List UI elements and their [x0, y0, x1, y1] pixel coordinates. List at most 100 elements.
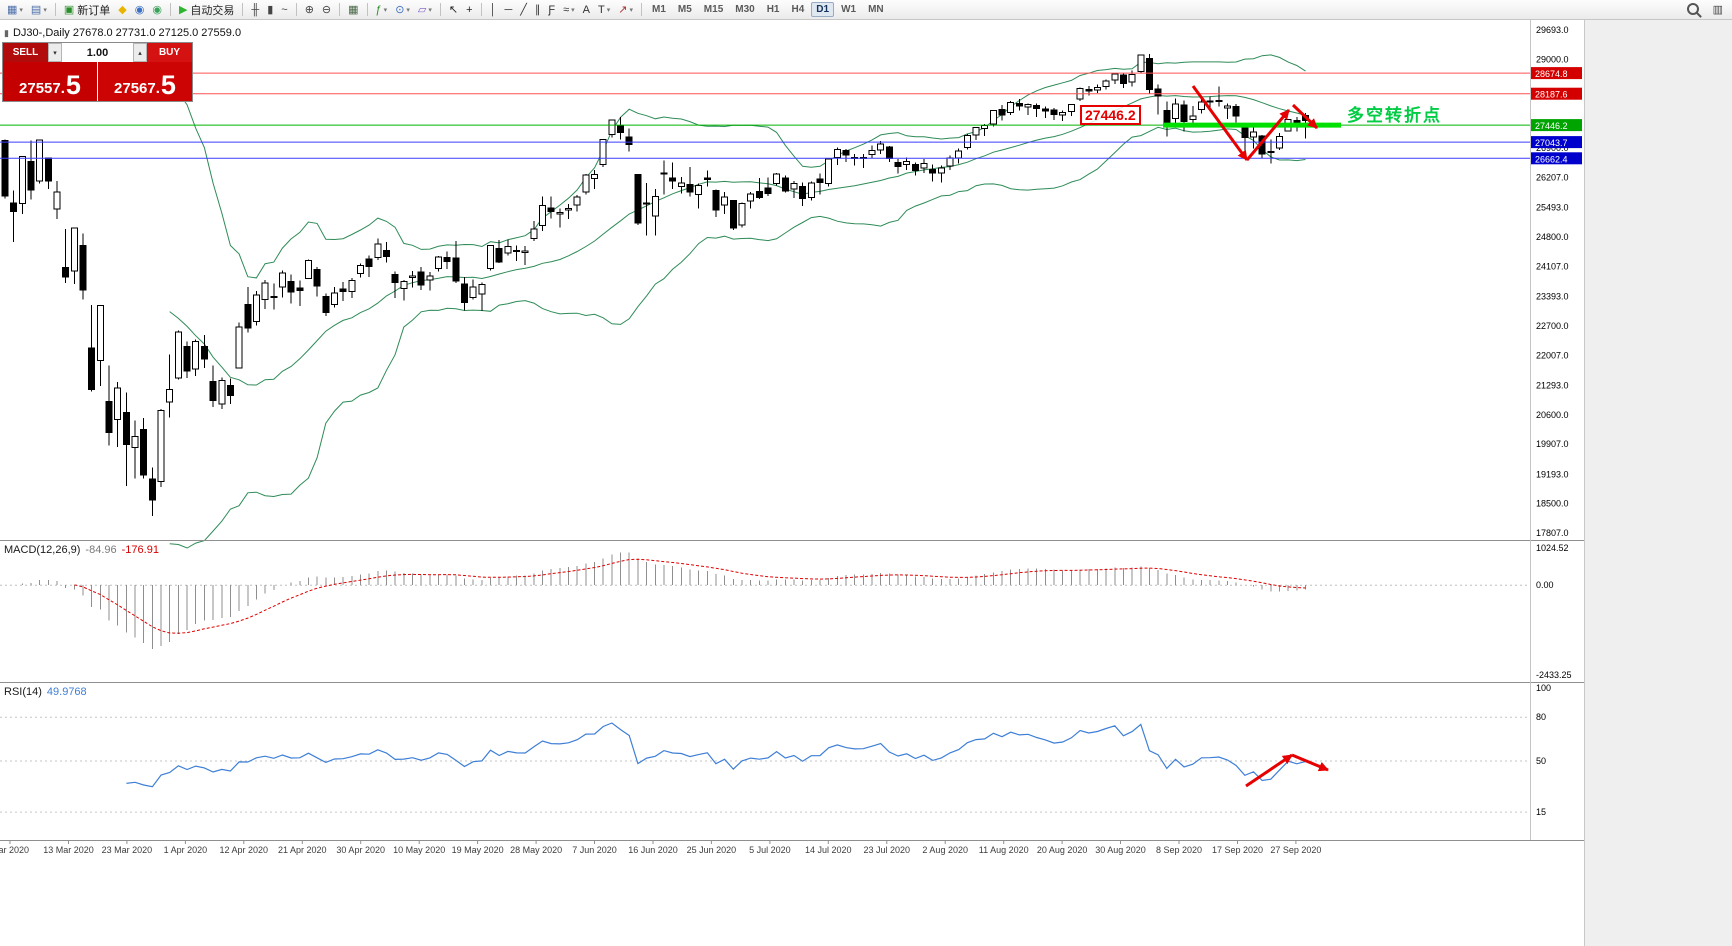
zoom-in-icon[interactable]: ⊕: [302, 2, 317, 18]
arrows-icon[interactable]: ↗ ▾: [615, 2, 636, 18]
templates-icon[interactable]: ▱ ▾: [415, 2, 435, 18]
channel-icon[interactable]: ∥: [532, 2, 544, 18]
zoom-out-icon[interactable]: ⊖: [319, 2, 334, 18]
cursor-icon[interactable]: ↖: [446, 2, 461, 18]
date-axis-label: 30 Apr 2020: [336, 845, 385, 855]
timeframe-MN[interactable]: MN: [868, 4, 884, 15]
window-list-icon[interactable]: ▥: [1710, 2, 1726, 18]
search-icon[interactable]: [1682, 2, 1708, 18]
sell-price-main: 27557.: [19, 79, 65, 97]
line-chart-icon[interactable]: ~: [278, 2, 290, 18]
timeframe-D1[interactable]: D1: [811, 2, 835, 17]
tile-windows-icon-glyph: ▦: [348, 3, 359, 16]
templates-icon-glyph: ▱: [417, 3, 427, 16]
dropdown-arrow-icon: ▾: [428, 6, 432, 14]
price-axis-label: 24107.0: [1536, 261, 1569, 271]
macd-axis-label: -2433.25: [1536, 670, 1572, 680]
date-axis-label: 5 Jul 2020: [749, 845, 791, 855]
volume-value[interactable]: 1.00: [86, 46, 109, 59]
buy-price-button[interactable]: 27567. 5: [98, 62, 192, 101]
price-axis-label: 29000.0: [1536, 54, 1569, 64]
toolbar-separator: [54, 3, 56, 16]
chart-ohlc-title: ▮ DJ30-,Daily 27678.0 27731.0 27125.0 27…: [4, 27, 241, 39]
periods-icon[interactable]: ⊙ ▾: [392, 2, 413, 18]
macd-histogram: [21, 552, 1306, 649]
zoom-out-icon-glyph: ⊖: [321, 3, 332, 16]
candlestick-chart-icon[interactable]: ▮: [264, 2, 276, 18]
price-axis-label: 19193.0: [1536, 469, 1569, 479]
ohlc-text: DJ30-,Daily 27678.0 27731.0 27125.0 2755…: [12, 27, 242, 39]
toolbar-separator: [366, 3, 368, 16]
horizontal-line-icon[interactable]: ─: [501, 2, 515, 18]
date-axis-label: 10 May 2020: [393, 845, 445, 855]
fibonacci-icon[interactable]: Ƒ: [545, 2, 558, 18]
new-order-button[interactable]: ▣ 新订单: [61, 2, 113, 18]
trendline-icon[interactable]: ╱: [517, 2, 530, 18]
timeframe-H1[interactable]: H1: [766, 4, 780, 15]
zoom-in-icon-glyph: ⊕: [304, 3, 314, 16]
date-axis-label: 8 Sep 2020: [1156, 845, 1202, 855]
new-chart-icon[interactable]: ▦ ▾: [4, 2, 26, 18]
sell-price-button[interactable]: 27557. 5: [3, 62, 97, 101]
buy-button[interactable]: BUY: [147, 43, 192, 62]
rsi-value: 49.9768: [46, 686, 87, 698]
price-axis-label: 19907.0: [1536, 439, 1569, 449]
shapes-icon-glyph: ≈: [563, 3, 570, 16]
price-arrow: [1245, 109, 1291, 161]
timeframe-M1[interactable]: M1: [651, 4, 666, 15]
magnifier-glyph: [1686, 3, 1699, 15]
price-axis-label: 22007.0: [1536, 350, 1569, 360]
chart-canvas[interactable]: 29693.0 29000.0 26900.0 26207.0 25493.0 24800…: [0, 20, 1584, 946]
chart-icon: ▮: [4, 27, 9, 38]
profiles-icon[interactable]: ▤ ▾: [28, 2, 50, 18]
terminal-icon[interactable]: ◉: [149, 2, 165, 18]
periods-icon-glyph: ⊙: [395, 3, 405, 16]
bar-chart-icon-glyph: ╫: [251, 3, 260, 16]
shapes-icon[interactable]: ≈ ▾: [560, 2, 578, 18]
toolbar-separator: [169, 3, 171, 16]
volume-down-button[interactable]: ▾: [48, 43, 62, 62]
chart-window[interactable]: 29693.0 29000.0 26900.0 26207.0 25493.0 24800…: [0, 20, 1584, 946]
date-axis-label: 23 Jul 2020: [864, 845, 911, 855]
autotrading-button-glyph: ▶: [178, 3, 188, 16]
price-axis-label: 24800.0: [1536, 232, 1569, 242]
dropdown-arrow-icon: ▾: [606, 6, 611, 14]
label-icon[interactable]: T ▾: [595, 2, 613, 18]
price-axis-label: 17807.0: [1536, 528, 1569, 538]
toolbar-separator: [640, 3, 642, 16]
vertical-line-icon[interactable]: │: [487, 2, 500, 18]
rsi-name: RSI(14): [4, 686, 42, 698]
price-axis-label: 23393.0: [1536, 292, 1569, 302]
autotrading-button[interactable]: ▶ 自动交易: [176, 2, 237, 18]
volume-up-button[interactable]: ▴: [133, 43, 147, 62]
macd-value-main: -84.96: [85, 544, 117, 556]
indicators-icon-glyph: ƒ: [375, 3, 382, 16]
bollinger-middle: [169, 94, 1306, 386]
timeframe-W1[interactable]: W1: [841, 4, 857, 15]
tile-windows-icon[interactable]: ▦: [345, 2, 361, 18]
metaeditor-icon[interactable]: ◆: [115, 2, 129, 18]
date-axis-label: 25 Jun 2020: [687, 845, 737, 855]
text-icon[interactable]: A: [580, 2, 593, 18]
sell-button[interactable]: SELL: [3, 43, 48, 62]
crosshair-icon[interactable]: +: [463, 2, 475, 18]
rsi-axis-label: 15: [1536, 807, 1546, 817]
price-axis-label: 18500.0: [1536, 499, 1569, 509]
market-watch-icon[interactable]: ◉: [132, 2, 148, 18]
toolbar-separator: [242, 3, 244, 16]
timeframe-M30[interactable]: M30: [735, 4, 755, 15]
hline-price-label: 27446.2: [1535, 121, 1568, 131]
timeframe-M5[interactable]: M5: [677, 4, 692, 15]
price-axis-label: 22700.0: [1536, 321, 1569, 331]
indicators-icon[interactable]: ƒ ▾: [373, 2, 391, 18]
rsi-arrow: [1245, 753, 1293, 788]
timeframe-M15[interactable]: M15: [703, 4, 724, 15]
toolbar-separator: [339, 3, 341, 16]
horizontal-lines: [0, 72, 1530, 159]
date-axis-label: 2 Aug 2020: [922, 845, 968, 855]
dropdown-arrow-icon: ▾: [406, 6, 410, 14]
rsi-arrow: [1291, 753, 1329, 772]
date-axis-label: 1 Apr 2020: [164, 845, 208, 855]
bar-chart-icon[interactable]: ╫: [248, 2, 262, 18]
timeframe-H4[interactable]: H4: [791, 4, 805, 15]
